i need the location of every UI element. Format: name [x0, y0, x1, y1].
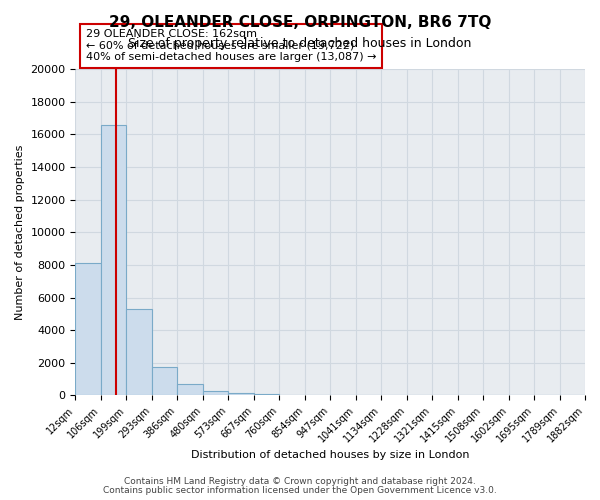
Text: 29 OLEANDER CLOSE: 162sqm
← 60% of detached houses are smaller (19,722)
40% of s: 29 OLEANDER CLOSE: 162sqm ← 60% of detac… — [86, 30, 376, 62]
Bar — [127, 309, 152, 396]
Bar — [203, 392, 228, 396]
Text: Contains public sector information licensed under the Open Government Licence v3: Contains public sector information licen… — [103, 486, 497, 495]
Bar — [152, 367, 178, 396]
Text: 29, OLEANDER CLOSE, ORPINGTON, BR6 7TQ: 29, OLEANDER CLOSE, ORPINGTON, BR6 7TQ — [109, 15, 491, 30]
Bar — [101, 124, 127, 396]
Bar — [76, 264, 101, 396]
Bar — [178, 384, 203, 396]
Text: Contains HM Land Registry data © Crown copyright and database right 2024.: Contains HM Land Registry data © Crown c… — [124, 477, 476, 486]
Bar — [228, 392, 254, 396]
Bar — [254, 394, 279, 396]
X-axis label: Distribution of detached houses by size in London: Distribution of detached houses by size … — [191, 450, 469, 460]
Y-axis label: Number of detached properties: Number of detached properties — [15, 144, 25, 320]
Text: Size of property relative to detached houses in London: Size of property relative to detached ho… — [128, 38, 472, 51]
